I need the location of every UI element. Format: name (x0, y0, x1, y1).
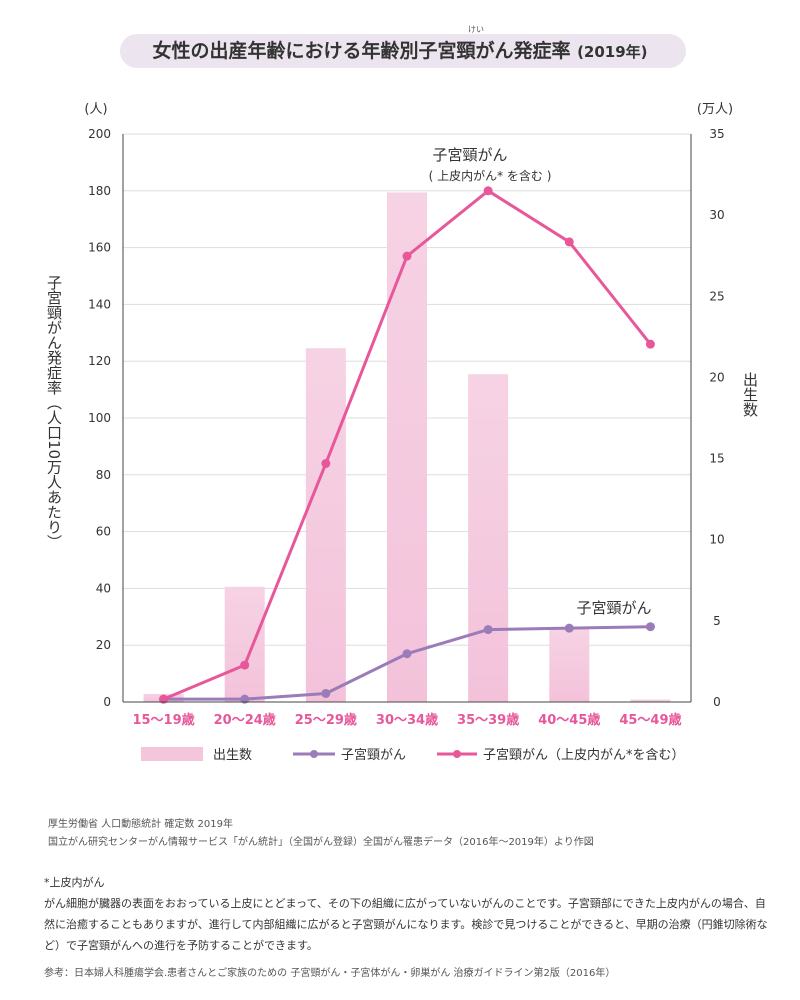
point-cis (564, 237, 574, 247)
left-tick-label: 120 (88, 354, 111, 368)
right-tick-label: 5 (713, 614, 721, 628)
bar-births (387, 192, 427, 702)
point-cis (240, 660, 250, 670)
left-tick-label: 200 (88, 127, 111, 141)
x-tick-label: 20〜24歳 (214, 712, 276, 728)
bar-births (549, 627, 590, 702)
point-cis (402, 251, 412, 261)
left-tick-label: 60 (96, 525, 111, 539)
bar-births (630, 699, 671, 702)
chart: 0 20 40 60 80 100 120 140 160 180 200 0 5 10 15 20 25 30 3… (84, 102, 733, 763)
left-tick-label: 140 (88, 297, 111, 311)
right-tick-label: 15 (709, 452, 724, 466)
x-tick-label: 25〜29歳 (295, 712, 357, 728)
chart-title: 女性の出産年齢における年齢別子宮頸がん発症率 (2019年) (0, 36, 800, 63)
right-tick-label: 20 (709, 370, 724, 384)
legend-marker-cis (453, 750, 461, 758)
point-cervical (321, 688, 331, 698)
point-cis (321, 458, 331, 468)
x-tick-label: 35〜39歳 (457, 712, 519, 728)
left-tick-label: 20 (96, 638, 111, 652)
left-tick-label: 100 (88, 411, 111, 425)
note-heading: *上皮内がん (44, 876, 105, 889)
left-tick-label: 0 (103, 695, 111, 709)
point-cervical (645, 622, 655, 632)
right-tick-label: 10 (709, 533, 724, 547)
point-cervical (483, 625, 493, 635)
x-tick-label: 30〜34歳 (376, 712, 438, 728)
point-cervical (402, 649, 412, 659)
right-tick-label: 35 (709, 127, 724, 141)
reference-line: 参考：日本婦人科腫瘍学会.患者さんとご家族のための 子宮頸がん・子宮体がん・卵巣… (44, 968, 616, 979)
point-cervical (564, 623, 574, 633)
legend-label-births: 出生数 (213, 748, 252, 763)
point-cervical (240, 694, 250, 704)
right-tick-label: 0 (713, 695, 721, 709)
legend-label-cis: 子宮頸がん（上皮内がん*を含む） (483, 747, 685, 763)
x-tick-label: 45〜49歳 (619, 712, 681, 728)
bar-births (305, 348, 346, 702)
title-ruby: けい (468, 25, 484, 34)
title-background (120, 34, 686, 68)
right-tick-label: 30 (709, 208, 724, 222)
left-tick-label: 80 (96, 468, 111, 482)
legend-swatch-births (141, 747, 203, 761)
title-text: 女性の出産年齢における年齢別子宮頸がん発症率 (152, 40, 571, 62)
source-line-1: 厚生労働省 人口動態統計 確定数 2019年 (48, 819, 233, 830)
left-tick-label: 180 (88, 184, 111, 198)
left-tick-label: 160 (88, 241, 111, 255)
legend-label-cervical: 子宮頸がん (341, 747, 406, 763)
note-body: がん細胞が臓器の表面をおおっている上皮にとどまって、その下の組織に広がっていない… (44, 897, 768, 952)
left-tick-label: 40 (96, 581, 111, 595)
annotation-cis-title: 子宮頸がん (432, 146, 507, 164)
point-cis (159, 694, 169, 704)
right-tick-label: 25 (709, 289, 724, 303)
source-line-2: 国立がん研究センターがん情報サービス「がん統計」（全国がん登録）全国がん罹患デー… (48, 837, 594, 848)
legend-marker-cervical (310, 750, 318, 758)
bar-births (224, 586, 265, 702)
point-cis (645, 339, 655, 349)
point-cis (483, 186, 493, 196)
x-tick-label: 15〜19歳 (132, 712, 194, 728)
bar-births (468, 374, 509, 702)
x-tick-label: 40〜45歳 (538, 712, 600, 728)
title-year: (2019年) (577, 43, 648, 61)
left-axis-unit: (人) (84, 102, 107, 117)
left-axis-label: 子宮頸がん発症率（人口10万人あたり） (45, 275, 63, 550)
annotation-cis-sub: ( 上皮内がん* を含む ) (429, 168, 552, 183)
annotation-cervical: 子宮頸がん (576, 599, 651, 617)
right-axis-label: 出生数 (741, 372, 759, 417)
right-axis-unit: (万人) (697, 102, 733, 117)
